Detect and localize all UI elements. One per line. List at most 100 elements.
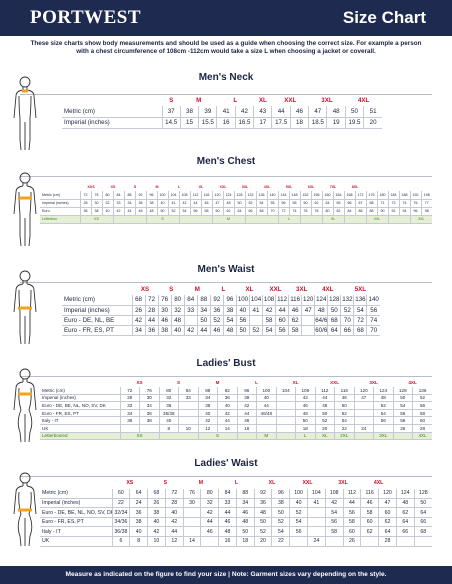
table-cell: 22	[271, 536, 290, 547]
table-cell	[301, 325, 315, 336]
table-cell: 44	[218, 507, 237, 518]
table-cell: 36	[158, 401, 179, 410]
table-cell: 46	[334, 394, 355, 403]
measure-band-icon	[18, 196, 32, 200]
table-cell: 58	[392, 416, 413, 426]
table-cell: 43	[253, 106, 272, 118]
size-header-blank	[62, 284, 132, 295]
table-cell: 54	[373, 409, 394, 418]
row-label: Euro - FR, ES, PT	[40, 517, 113, 528]
table-cell: 64	[321, 199, 334, 208]
size-header-blank	[40, 378, 120, 387]
table-cell: 54	[262, 325, 276, 336]
table-cell: 40	[170, 325, 185, 336]
size-label: 6XL	[307, 184, 315, 189]
body-figure-icon	[13, 172, 37, 247]
table-cell: 96	[145, 191, 158, 200]
table-cell: 56	[366, 305, 380, 316]
size-label: 4XL	[408, 379, 417, 385]
table-cell: 8	[129, 536, 148, 547]
section-divider	[20, 376, 432, 377]
table-cell: 48	[218, 526, 237, 538]
table-cell: 92	[387, 207, 400, 216]
table-cell: 30	[139, 394, 160, 403]
table-cell: 55	[266, 199, 279, 208]
letterbox-cell: L	[295, 432, 316, 441]
row-label: Letterbox	[40, 215, 80, 224]
size-label: 3XL	[241, 184, 249, 189]
table-cell: 84	[178, 386, 199, 395]
table-cell: 70	[340, 315, 354, 326]
table-cell: 100	[289, 488, 308, 499]
table-row: Italy - IT 36 38 40 42 44 46 50 52 54 56 58 60	[40, 416, 433, 426]
size-header-row: S M L XL XXL 3XL 4XL	[62, 94, 382, 106]
table-row: Metric (cm) 60 64 68 72 76 80 84 88 92 96 100 104 108…	[40, 488, 432, 499]
row-label: Imperial (inches)	[62, 305, 132, 316]
table-cell: 39	[198, 106, 217, 118]
size-label: 8XL	[351, 184, 359, 189]
body-figure-icon	[13, 368, 37, 443]
table-cell: 124	[314, 295, 328, 306]
table-cell: 26	[392, 424, 413, 433]
table-cell: 50	[156, 207, 169, 216]
table-row: UK 6 8 10 12 14 16 18 20 22 24 26 28	[40, 536, 432, 547]
table-cell: 54	[178, 207, 191, 216]
table-row: Imperial (inches) 26 28 30 32 33 34 36 38 40 41 42 4…	[62, 305, 380, 316]
table-cell: 76	[139, 386, 160, 395]
table-cell: 36/38	[158, 409, 179, 418]
table-cell: 72	[119, 386, 140, 395]
table-cell: 88	[197, 386, 218, 395]
table-cell: 17.5	[271, 117, 291, 129]
table-cell: 50	[327, 305, 341, 316]
table-cell: 74	[288, 207, 301, 216]
table-cell: 52	[340, 305, 354, 316]
section-ladies-waist: Ladies' Waist XS S M L XL XXL 3XL 4XL Metric (cm…	[0, 452, 452, 562]
table-cell: 52	[314, 416, 335, 426]
table-cell: 52	[373, 401, 394, 410]
table-cell: 44	[164, 526, 184, 538]
row-label: Italy - IT	[40, 416, 120, 426]
letterbox-cell: L	[277, 215, 301, 224]
table-cell: 50	[334, 401, 355, 410]
table-cell: 148	[288, 191, 301, 200]
row-label: Metric (cm)	[62, 295, 132, 306]
size-label: XXL	[284, 96, 297, 104]
table-cell	[256, 416, 277, 426]
table-cell	[200, 536, 219, 547]
table-cell: 66	[244, 207, 257, 216]
table-cell: 36	[134, 199, 147, 208]
table-cell: 47	[308, 106, 327, 118]
table-cell: 44	[236, 409, 257, 418]
size-label: XXL	[269, 286, 282, 293]
table-cell: 52	[209, 315, 224, 326]
table-cell: 12	[164, 536, 184, 547]
measure-band-icon	[18, 306, 32, 310]
table-cell: 42	[131, 315, 146, 326]
table-cell: 68	[147, 488, 166, 499]
table-cell: 64	[395, 517, 415, 528]
size-label: XXL	[219, 184, 227, 189]
letterbox-cell: 4XL	[412, 432, 433, 441]
table-cell: 66	[395, 526, 415, 538]
table-cell: 41	[248, 305, 263, 316]
table-row: Imperial (inches) 28 30 32 33 34 36 38 40 41 42 44 4…	[40, 199, 433, 208]
table-cell: 38	[90, 207, 103, 216]
table-cell: 44	[144, 315, 159, 326]
table-cell: 104	[248, 295, 263, 306]
table-cell: 66	[343, 199, 356, 208]
letterbox-row: Letterbox XS S M L XL XXL 3XL	[40, 215, 433, 224]
table-cell	[395, 536, 415, 547]
table-cell: 88	[235, 488, 255, 499]
table-cell: 82	[332, 207, 345, 216]
table-cell: 42	[178, 199, 191, 208]
table-cell: 68	[255, 207, 268, 216]
table-cell: 38	[129, 517, 148, 528]
table-cell: 19	[326, 117, 346, 129]
table-cell: 124	[395, 488, 415, 499]
table-cell: 58	[262, 315, 276, 326]
table-cell: 42	[234, 106, 254, 118]
table-cell: 72	[79, 191, 91, 200]
size-label: 7XL	[329, 184, 337, 189]
table-cell: 48	[314, 305, 328, 316]
table-row: Euro - DE, BE, NL, NO, SV, DK 32 34 36 38 40 4…	[40, 401, 433, 410]
